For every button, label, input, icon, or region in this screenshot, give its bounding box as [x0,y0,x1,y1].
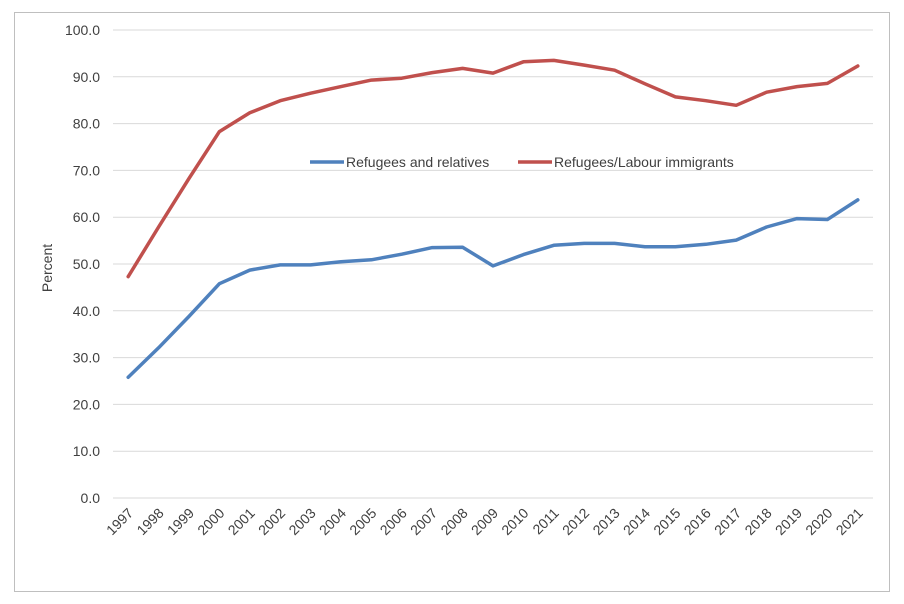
x-tick-label: 1997 [103,505,136,538]
y-tick-label: 0.0 [81,490,101,506]
chart-frame [14,12,890,592]
y-tick-label: 80.0 [73,116,100,132]
legend-label: Refugees/Labour immigrants [554,154,734,170]
y-tick-label: 40.0 [73,303,100,319]
x-tick-label: 1998 [133,505,166,538]
x-tick-label: 1999 [164,505,197,538]
series-line-2 [126,58,860,279]
legend: Refugees and relatives Refugees/Labour im… [310,154,734,170]
y-tick-label: 10.0 [73,443,100,459]
x-tick-label: 2017 [711,505,744,538]
y-tick-label: 100.0 [65,22,100,38]
series-lines [126,58,860,380]
x-tick-label: 2009 [468,505,501,538]
x-tick-label: 2003 [285,505,318,538]
x-tick-label: 2016 [681,505,714,538]
gridlines [113,29,873,499]
x-tick-label: 2012 [559,505,592,538]
x-tick-label: 2015 [650,505,683,538]
x-tick-label: 2018 [741,505,774,538]
legend-label: Refugees and relatives [346,154,489,170]
x-tick-label: 2008 [437,505,470,538]
y-axis-label: Percent [39,244,55,292]
x-tick-label: 2013 [589,505,622,538]
y-tick-label: 70.0 [73,162,100,178]
x-tick-label: 2001 [225,505,258,538]
x-tick-label: 2005 [346,505,379,538]
y-tick-label: 50.0 [73,256,100,272]
x-tick-label: 2007 [407,505,440,538]
x-tick-label: 2021 [833,505,866,538]
x-tick-label: 2020 [802,505,835,538]
y-tick-label: 90.0 [73,69,100,85]
y-tick-label: 20.0 [73,396,100,412]
y-axis-tick-labels: 0.0 10.0 20.0 30.0 40.0 50.0 60.0 70.0 80.0 90.0 1… [65,22,100,506]
x-tick-label: 2011 [529,505,562,538]
x-tick-label: 2002 [255,505,288,538]
x-tick-label: 2006 [377,505,410,538]
x-tick-label: 2014 [620,505,653,538]
series-line-1 [126,198,860,380]
x-tick-label: 2010 [498,505,531,538]
y-tick-label: 60.0 [73,209,100,225]
x-axis-tick-labels: 1997199819992000200120022003200420052006… [103,505,866,538]
y-tick-label: 30.0 [73,350,100,366]
x-tick-label: 2000 [194,505,227,538]
x-tick-label: 2019 [772,505,805,538]
x-tick-label: 2004 [316,505,349,538]
